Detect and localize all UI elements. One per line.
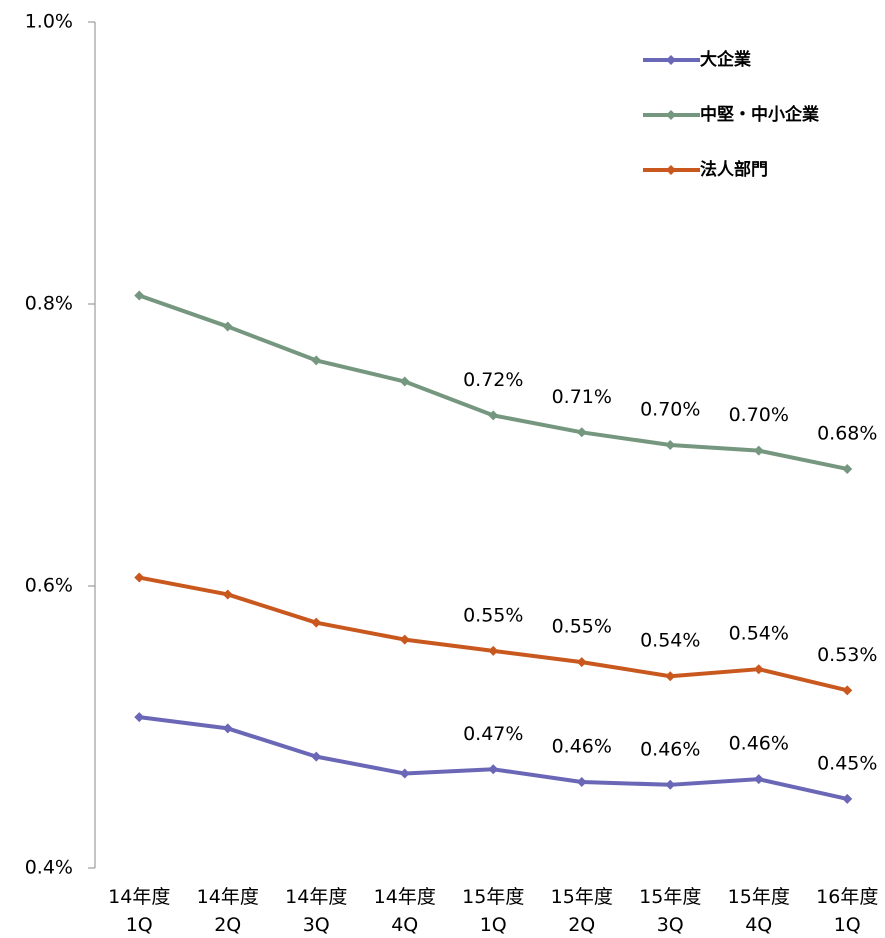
x-tick-line: 14年度 xyxy=(285,886,347,908)
data-label: 0.46% xyxy=(640,738,700,760)
x-tick-label: 14年度 1Q xyxy=(108,886,170,936)
legend-label: 法人部門 xyxy=(700,159,768,180)
x-tick-label: 14年度 2Q xyxy=(197,886,259,936)
x-tick-line: 15年度 xyxy=(639,886,701,908)
data-label: 0.70% xyxy=(729,404,789,426)
data-label: 0.45% xyxy=(817,752,877,774)
x-tick-label: 14年度 3Q xyxy=(285,886,347,936)
marker xyxy=(665,671,676,682)
data-label: 0.54% xyxy=(640,630,700,652)
data-label: 0.55% xyxy=(463,604,523,626)
marker xyxy=(576,657,587,668)
marker xyxy=(753,664,764,675)
x-tick-line: 4Q xyxy=(391,914,418,936)
legend-label: 中堅・中小企業 xyxy=(700,104,819,125)
data-label: 0.54% xyxy=(729,623,789,645)
data-label: 0.47% xyxy=(463,723,523,745)
x-tick-label: 15年度 3Q xyxy=(639,886,701,936)
y-tick-label: 1.0% xyxy=(25,11,73,33)
marker xyxy=(753,445,764,456)
legend-marker xyxy=(666,165,676,175)
x-tick-label: 15年度 2Q xyxy=(551,886,613,936)
x-tick-line: 15年度 xyxy=(728,886,790,908)
x-tick-line: 2Q xyxy=(568,914,595,936)
marker xyxy=(134,572,145,583)
data-label: 0.46% xyxy=(552,735,612,757)
marker xyxy=(399,376,410,387)
marker xyxy=(222,723,233,734)
data-label: 0.55% xyxy=(552,616,612,638)
marker xyxy=(222,321,233,332)
marker xyxy=(134,290,145,301)
marker xyxy=(842,685,853,696)
marker xyxy=(311,751,322,762)
x-tick-line: 1Q xyxy=(480,914,507,936)
marker xyxy=(399,634,410,645)
marker xyxy=(222,589,233,600)
marker xyxy=(311,617,322,628)
x-tick-line: 16年度 xyxy=(816,886,878,908)
x-tick-line: 14年度 xyxy=(108,886,170,908)
marker xyxy=(842,463,853,474)
x-tick-line: 3Q xyxy=(657,914,684,936)
data-label: 0.46% xyxy=(729,733,789,755)
x-tick-line: 1Q xyxy=(126,914,153,936)
x-tick-line: 15年度 xyxy=(462,886,524,908)
x-tick-line: 4Q xyxy=(745,914,772,936)
data-label: 0.71% xyxy=(552,386,612,408)
legend-label: 大企業 xyxy=(700,49,751,70)
x-tick-line: 15年度 xyxy=(551,886,613,908)
marker xyxy=(488,645,499,656)
y-tick-label: 0.4% xyxy=(25,857,73,879)
marker xyxy=(488,764,499,775)
data-label: 0.53% xyxy=(817,644,877,666)
marker xyxy=(134,712,145,723)
y-tick-label: 0.6% xyxy=(25,575,73,597)
marker xyxy=(399,768,410,779)
x-tick-line: 14年度 xyxy=(374,886,436,908)
legend-marker xyxy=(666,55,676,65)
marker xyxy=(842,793,853,804)
marker xyxy=(576,776,587,787)
x-tick-line: 2Q xyxy=(214,914,241,936)
y-tick-label: 0.8% xyxy=(25,293,73,315)
x-tick-label: 14年度 4Q xyxy=(374,886,436,936)
x-tick-label: 15年度 4Q xyxy=(728,886,790,936)
marker xyxy=(753,774,764,785)
x-tick-line: 14年度 xyxy=(197,886,259,908)
data-label: 0.68% xyxy=(817,422,877,444)
x-tick-line: 3Q xyxy=(303,914,330,936)
marker xyxy=(576,427,587,438)
x-tick-label: 15年度 1Q xyxy=(462,886,524,936)
data-label: 0.70% xyxy=(640,399,700,421)
legend-marker xyxy=(666,110,676,120)
x-tick-label: 16年度 1Q xyxy=(816,886,878,936)
marker xyxy=(665,440,676,450)
data-label: 0.72% xyxy=(463,369,523,391)
marker xyxy=(488,410,499,421)
marker xyxy=(311,355,322,366)
marker xyxy=(665,779,676,790)
x-tick-line: 1Q xyxy=(834,914,861,936)
